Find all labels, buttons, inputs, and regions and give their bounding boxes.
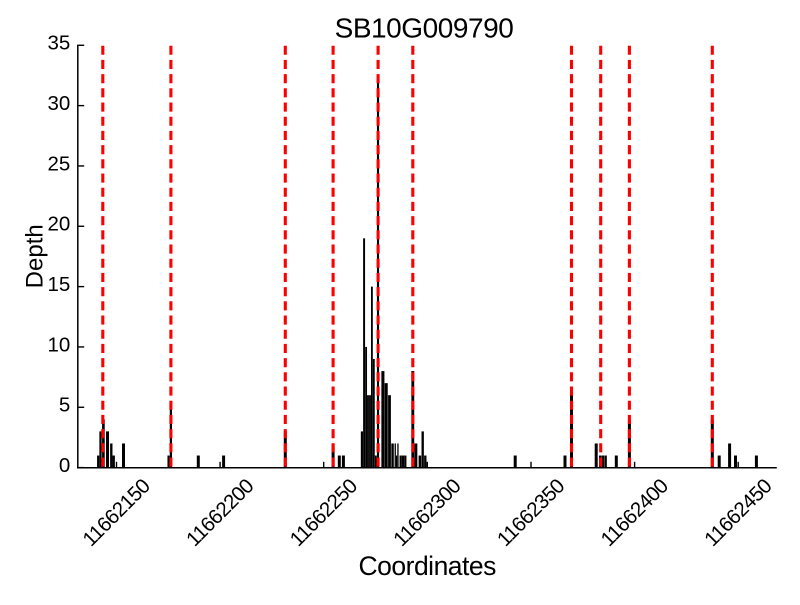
svg-text:0: 0 bbox=[59, 454, 70, 477]
svg-text:25: 25 bbox=[47, 152, 70, 175]
svg-text:Depth: Depth bbox=[22, 224, 49, 288]
svg-text:20: 20 bbox=[47, 213, 70, 236]
svg-text:15: 15 bbox=[47, 273, 70, 296]
svg-text:SB10G009790: SB10G009790 bbox=[335, 12, 514, 43]
svg-text:Coordinates: Coordinates bbox=[359, 551, 497, 581]
svg-text:30: 30 bbox=[47, 92, 70, 115]
svg-text:5: 5 bbox=[59, 394, 70, 417]
svg-text:35: 35 bbox=[47, 32, 70, 55]
svg-text:10: 10 bbox=[47, 333, 70, 356]
